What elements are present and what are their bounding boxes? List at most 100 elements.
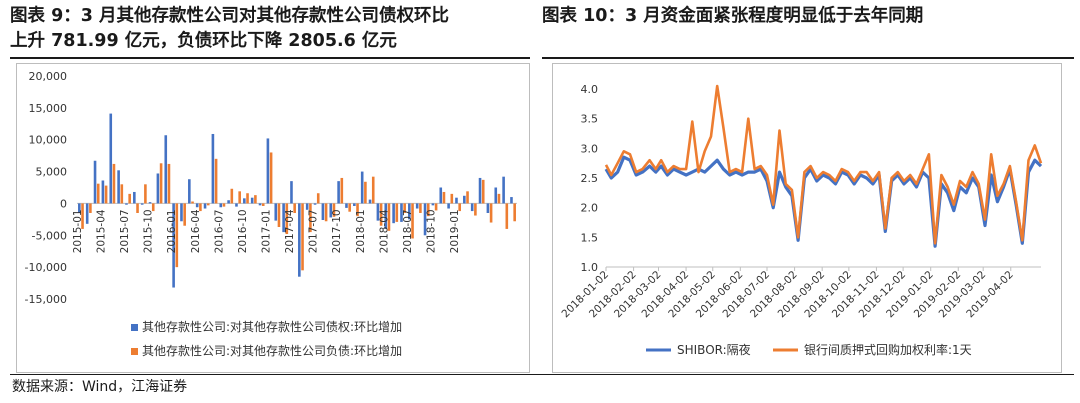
claims-bar: [133, 191, 136, 204]
liabilities-bar: [222, 203, 226, 207]
claims-bar: [439, 187, 443, 204]
claims-bar: [455, 197, 458, 204]
source-rule: [10, 374, 1074, 375]
liabilities-bar: [214, 158, 218, 204]
y-tick-label: 15,000: [29, 102, 68, 115]
claims-bar: [298, 203, 301, 277]
liabilities-bar: [332, 203, 336, 217]
claims-bar: [305, 203, 309, 210]
liabilities-bar: [269, 152, 273, 204]
claims-bar: [266, 138, 270, 204]
liabilities-bar: [348, 203, 351, 212]
liabilities-bar: [167, 163, 171, 204]
claims-bar: [415, 203, 419, 209]
liabilities-bar: [474, 203, 477, 216]
deposit-claims-liabilities-chart-panel: 20,000 15,000 10,000 5,000 0 -5,000 -10,000 -15…: [16, 63, 530, 373]
claims-bar: [447, 203, 450, 209]
shibor-overnight-line: [604, 155, 1043, 248]
liabilities-bar: [324, 203, 328, 222]
liabilities-bar: [364, 181, 367, 204]
x-tick-label: 2015-04: [96, 209, 108, 253]
x-tick-label: 2018-04: [378, 209, 390, 253]
liabilities-bar: [206, 203, 210, 206]
legend-claims: 其他存款性公司:对其他存款性公司债权:环比增加: [131, 320, 402, 334]
claims-bar: [384, 203, 388, 229]
y-tick-label: 3.0: [581, 142, 599, 155]
y-tick-label: 20,000: [29, 70, 68, 83]
liabilities-bar: [450, 193, 454, 204]
y-tick-label: 1.0: [581, 261, 599, 274]
figure-9-title-line-2: 上升 781.99 亿元，负债环比下降 2805.6 亿元: [10, 31, 397, 51]
liabilities-bar: [419, 203, 422, 213]
liabilities-bar: [442, 191, 446, 204]
x-tick-label: 2018-01: [355, 209, 367, 253]
y-tick-label: -5,000: [32, 229, 67, 242]
claims-bar: [392, 203, 395, 224]
y-tick-label: -10,000: [25, 261, 67, 274]
y-tick-label: 3.5: [581, 113, 599, 126]
liabilities-bar: [387, 203, 391, 231]
y-tick-label: 4.0: [581, 83, 599, 96]
liabilities-bar: [356, 203, 359, 217]
liabilities-bar: [89, 203, 92, 213]
liabilities-bar: [395, 203, 399, 222]
y-tick-label: 5,000: [36, 166, 68, 179]
claims-bar: [125, 203, 128, 205]
claims-bar: [164, 135, 168, 204]
x-tick-label: 2015-07: [119, 209, 131, 253]
x-tick-label: 2017-04: [284, 209, 296, 253]
claims-bar: [109, 113, 113, 204]
claims-bar: [400, 203, 403, 222]
figure-9-title: 图表 9：3 月其他存款性公司对其他存款性公司债权环比 上升 781.99 亿元…: [10, 4, 540, 54]
legend-label: 银行间质押式回购加权利率:1天: [804, 342, 972, 357]
liabilities-bar: [199, 203, 202, 212]
claims-bar: [203, 203, 207, 209]
claims-bar: [337, 181, 340, 204]
figure-10-title-line-1: 图表 10：3 月资金面紧张程度明显低于去年同期: [542, 6, 924, 26]
liabilities-bar: [371, 176, 375, 204]
claims-bar: [250, 197, 254, 204]
liabilities-bar: [238, 191, 241, 204]
deposit-bar-chart: 20,000 15,000 10,000 5,000 0 -5,000 -10,000 -15…: [25, 70, 517, 358]
claims-bar: [329, 203, 333, 218]
x-tick-label: 2017-07: [308, 209, 320, 253]
x-tick-label: 2017-01: [261, 209, 273, 253]
y-tick-label: 10,000: [29, 134, 68, 147]
liabilities-bar: [434, 203, 438, 211]
claims-bar: [195, 203, 199, 208]
x-tick-label: 2018-07: [402, 209, 414, 253]
liabilities-bar: [120, 184, 124, 204]
claims-bar: [156, 173, 160, 204]
legend-swatch: [131, 324, 138, 331]
liabilities-bar: [104, 185, 108, 204]
legend-label: 其他存款性公司:对其他存款性公司负债:环比增加: [142, 344, 402, 358]
liabilities-bar: [301, 203, 304, 271]
claims-bar: [101, 180, 105, 204]
x-tick-label: 2016-01: [166, 209, 178, 253]
liabilities-bar: [309, 203, 312, 233]
claims-bar: [478, 177, 482, 204]
claims-bar: [494, 187, 498, 204]
liabilities-bar: [151, 203, 155, 212]
x-tick-label: 2018-10: [426, 209, 438, 253]
liabilities-bar: [112, 163, 116, 204]
claims-bar: [140, 203, 144, 205]
claims-bar: [258, 203, 262, 206]
x-tick-label: 2019-01: [449, 209, 461, 253]
liabilities-bar: [285, 203, 289, 235]
claims-bar: [321, 203, 325, 220]
liabilities-bar: [316, 193, 320, 204]
x-tick-label: 2016-10: [237, 209, 249, 253]
figure-9-title-line-1: 图表 9：3 月其他存款性公司对其他存款性公司债权环比: [10, 6, 450, 26]
interbank-rate-chart-panel: 4.0 3.5 3.0 2.5 2.0 1.5 1.0 2018-01-02 2018-02-0…: [552, 63, 1062, 373]
claims-bar: [85, 203, 89, 224]
liabilities-bar: [497, 193, 501, 204]
figure-9-title-rule: [10, 57, 530, 59]
claims-bar: [360, 171, 364, 204]
liabilities-bar: [261, 203, 265, 206]
claims-bar: [282, 203, 285, 233]
liabilities-bar: [81, 203, 84, 229]
liabilities-bar: [159, 163, 163, 204]
liabilities-bar: [128, 193, 131, 204]
interbank-rate-line-chart: 4.03.53.02.52.01.51.02018-01-022018-02-0…: [559, 83, 1043, 357]
